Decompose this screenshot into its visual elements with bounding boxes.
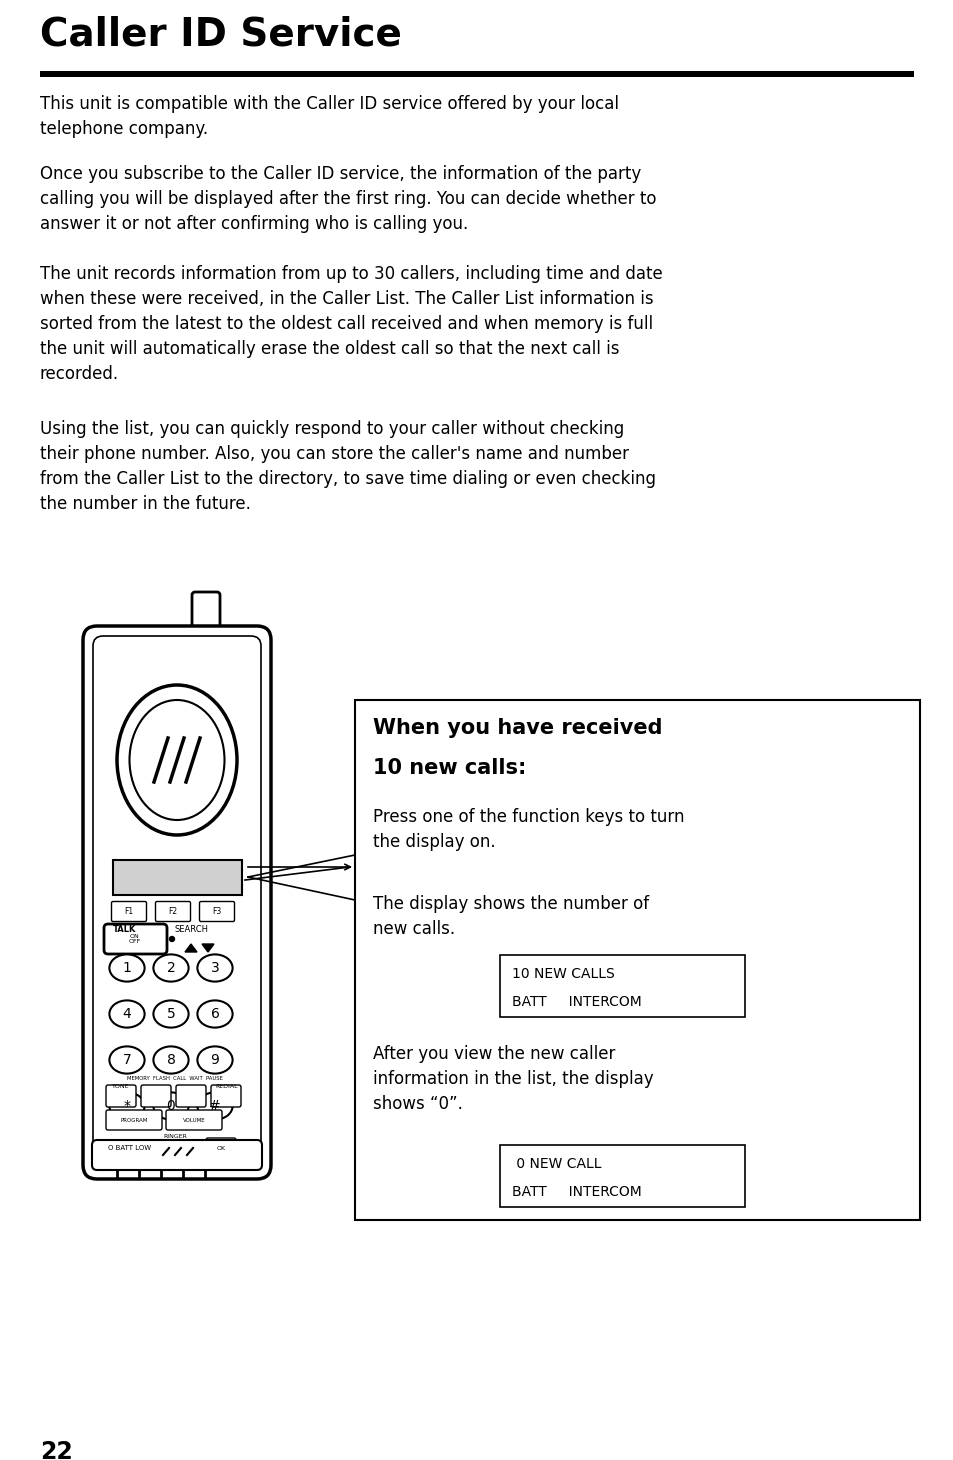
Ellipse shape [153,955,189,981]
Text: TALK: TALK [112,926,136,934]
Text: 0: 0 [167,1099,175,1113]
Text: 8: 8 [167,1053,175,1067]
Text: VOLUME: VOLUME [182,1117,205,1123]
FancyBboxPatch shape [166,1110,222,1130]
Ellipse shape [153,1000,189,1028]
Text: 6: 6 [211,1007,219,1021]
Text: RINGER: RINGER [163,1133,187,1139]
Bar [40,72,913,77]
Text: TONE: TONE [112,1083,130,1089]
FancyBboxPatch shape [112,901,147,921]
Text: BATT     INTERCOM: BATT INTERCOM [512,1186,641,1199]
Ellipse shape [110,955,145,981]
FancyBboxPatch shape [192,591,220,672]
Text: 5: 5 [167,1007,175,1021]
FancyBboxPatch shape [91,1140,262,1169]
Text: 10 new calls:: 10 new calls: [373,758,526,778]
Ellipse shape [153,1047,189,1073]
Ellipse shape [110,1092,145,1120]
Ellipse shape [110,1047,145,1073]
FancyBboxPatch shape [106,1085,136,1107]
Ellipse shape [197,1047,233,1073]
Text: The unit records information from up to 30 callers, including time and date
when: The unit records information from up to … [40,266,662,383]
Bar [499,955,744,1018]
Text: Once you subscribe to the Caller ID service, the information of the party
callin: Once you subscribe to the Caller ID serv… [40,165,656,234]
FancyBboxPatch shape [141,1085,171,1107]
FancyBboxPatch shape [206,1137,235,1161]
Text: 3: 3 [211,961,219,975]
Text: BATT     INTERCOM: BATT INTERCOM [512,996,641,1009]
Polygon shape [185,945,196,952]
FancyBboxPatch shape [175,1085,206,1107]
Text: After you view the new caller
information in the list, the display
shows “0”.: After you view the new caller informatio… [373,1045,653,1113]
Text: F3: F3 [213,907,221,915]
Text: ON
OFF: ON OFF [129,934,141,945]
Text: Press one of the function keys to turn
the display on.: Press one of the function keys to turn t… [373,807,684,851]
Text: The display shows the number of
new calls.: The display shows the number of new call… [373,895,648,937]
Text: 0 NEW CALL: 0 NEW CALL [512,1156,601,1171]
Text: Using the list, you can quickly respond to your caller without checking
their ph: Using the list, you can quickly respond … [40,420,656,512]
Ellipse shape [117,685,236,835]
Ellipse shape [130,699,224,821]
Text: F2: F2 [169,907,177,915]
Polygon shape [154,1142,200,1158]
Ellipse shape [110,1000,145,1028]
FancyBboxPatch shape [199,901,234,921]
Text: SEARCH: SEARCH [174,926,209,934]
Bar [355,699,919,1221]
Text: Caller ID Service: Caller ID Service [40,15,401,53]
FancyBboxPatch shape [155,901,191,921]
FancyBboxPatch shape [106,1110,162,1130]
Ellipse shape [197,1000,233,1028]
Text: #: # [209,1099,221,1113]
Bar [499,1145,744,1207]
Circle shape [170,936,174,942]
Text: OK: OK [216,1146,225,1152]
Text: 1: 1 [122,961,132,975]
FancyBboxPatch shape [211,1085,241,1107]
Text: When you have received: When you have received [373,718,661,737]
Text: REDIAL: REDIAL [215,1083,237,1089]
Text: 4: 4 [123,1007,132,1021]
Ellipse shape [197,1092,233,1120]
Text: PROGRAM: PROGRAM [120,1117,148,1123]
FancyBboxPatch shape [83,626,271,1180]
Ellipse shape [197,955,233,981]
Text: 22: 22 [40,1440,72,1460]
Text: This unit is compatible with the Caller ID service offered by your local
telepho: This unit is compatible with the Caller … [40,95,618,139]
Bar [112,860,242,895]
FancyBboxPatch shape [104,924,167,953]
Text: 10 NEW CALLS: 10 NEW CALLS [512,967,614,981]
Text: MEMORY  FLASH  CALL  WAIT  PAUSE: MEMORY FLASH CALL WAIT PAUSE [127,1076,223,1082]
Text: 9: 9 [211,1053,219,1067]
Text: 7: 7 [123,1053,132,1067]
Text: *: * [123,1099,131,1113]
Text: F1: F1 [124,907,133,915]
Text: 2: 2 [167,961,175,975]
Ellipse shape [153,1092,189,1120]
Text: O BATT LOW: O BATT LOW [109,1145,152,1150]
Polygon shape [202,945,213,952]
